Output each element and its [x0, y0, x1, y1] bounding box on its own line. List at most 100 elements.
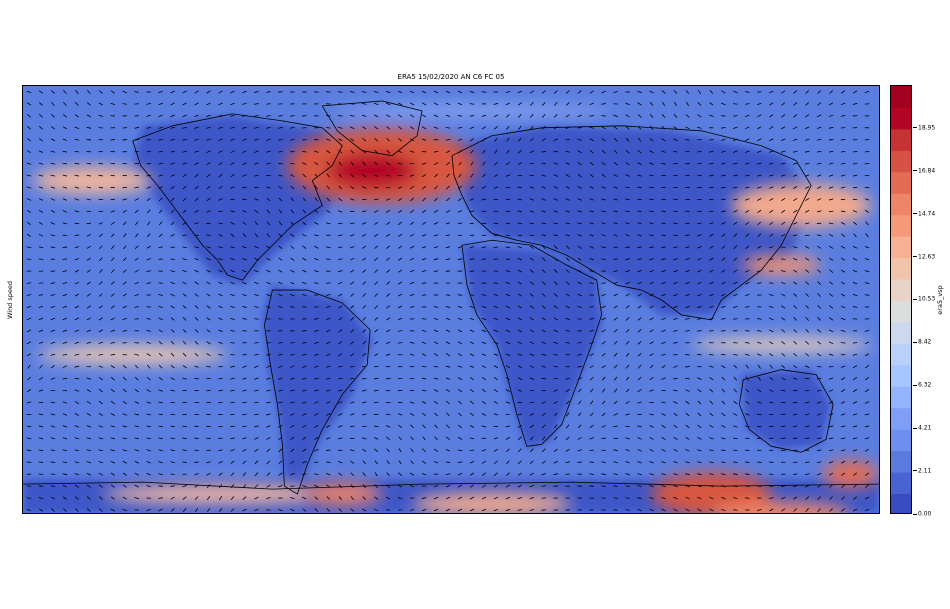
wind-arrow: [709, 281, 714, 285]
wind-arrow: [793, 317, 798, 321]
wind-arrow: [625, 114, 630, 118]
wind-arrow: [74, 365, 80, 368]
wind-arrow: [398, 126, 403, 130]
wind-arrow: [733, 388, 738, 393]
wind-arrow: [769, 114, 774, 118]
wind-arrow: [122, 449, 127, 452]
wind-arrow: [182, 174, 187, 178]
wind-arrow: [864, 484, 870, 488]
wind-arrow: [637, 246, 642, 248]
wind-arrow: [481, 114, 487, 117]
wind-arrow: [745, 257, 750, 261]
wind-arrow: [218, 449, 223, 452]
wind-arrow: [481, 425, 487, 428]
wind-arrow: [840, 186, 846, 189]
wind-arrow: [661, 341, 666, 344]
wind-arrow: [290, 448, 295, 453]
wind-arrow: [817, 317, 822, 321]
colorbar-tick-mark: [913, 427, 917, 429]
wind-arrow: [445, 102, 451, 106]
wind-arrow: [170, 162, 175, 165]
wind-arrow: [757, 221, 762, 226]
wind-arrow: [98, 484, 103, 488]
wind-arrow: [780, 413, 786, 416]
wind-arrow: [852, 150, 858, 153]
wind-arrow: [314, 258, 319, 261]
wind-arrow: [362, 341, 367, 345]
wind-arrow: [649, 425, 654, 428]
wind-arrow: [673, 508, 678, 512]
wind-arrow: [445, 317, 451, 321]
south-atlantic-storm: [302, 482, 383, 507]
wind-arrow: [697, 89, 702, 94]
wind-arrow: [122, 472, 127, 476]
wind-arrow: [637, 485, 642, 488]
wind-arrow: [194, 90, 199, 94]
wind-arrow: [505, 509, 511, 511]
wind-arrow: [50, 461, 56, 463]
wind-arrow: [577, 365, 582, 368]
wind-arrow: [530, 448, 534, 453]
wind-arrow: [505, 114, 510, 118]
wind-arrow: [409, 102, 415, 106]
wind-arrow: [637, 258, 642, 261]
wind-arrow: [553, 317, 558, 321]
wind-arrow: [517, 497, 523, 500]
wind-arrow: [422, 424, 426, 429]
wind-arrow: [206, 173, 211, 178]
wind-arrow: [637, 113, 642, 118]
colorbar-tick-label: 14.74: [918, 210, 936, 218]
wind-arrow: [613, 340, 618, 345]
wind-arrow: [817, 245, 822, 249]
wind-arrow: [445, 294, 451, 296]
wind-arrow: [709, 257, 714, 261]
wind-arrow: [361, 377, 367, 380]
wind-arrow: [661, 329, 666, 333]
wind-arrow: [457, 127, 463, 129]
wind-arrow: [793, 90, 798, 94]
wind-arrow: [314, 424, 319, 428]
wind-arrow: [530, 436, 534, 441]
wind-arrow: [254, 233, 259, 238]
wind-arrow: [218, 353, 223, 356]
wind-arrow: [314, 413, 319, 416]
wind-arrow: [134, 472, 139, 476]
colorbar-band: [891, 86, 911, 108]
wind-arrow: [625, 485, 630, 487]
wind-arrow: [314, 389, 319, 392]
wind-arrow: [709, 293, 714, 297]
wind-arrow: [409, 174, 415, 177]
wind-arrow: [637, 222, 642, 225]
wind-arrow: [122, 305, 127, 309]
wind-arrow: [26, 497, 32, 499]
wind-arrow: [721, 412, 726, 417]
wind-arrow: [613, 270, 618, 273]
wind-arrow: [625, 102, 630, 106]
wind-arrow: [134, 497, 140, 500]
wind-arrow: [110, 245, 115, 250]
wind-arrow: [110, 329, 116, 333]
wind-arrow: [314, 473, 319, 475]
wind-arrow: [829, 305, 834, 309]
wind-arrow: [134, 269, 139, 273]
wind-arrow: [158, 341, 163, 345]
wind-arrow: [697, 162, 702, 165]
wind-arrow: [362, 305, 366, 309]
wind-arrow: [302, 221, 307, 226]
wind-arrow: [565, 186, 570, 189]
wind-arrow: [326, 353, 331, 357]
wind-arrow: [38, 389, 44, 392]
wind-arrow: [242, 318, 247, 320]
wind-arrow: [110, 484, 115, 488]
wind-arrow: [338, 413, 343, 416]
wind-arrow: [577, 173, 582, 178]
wind-arrow: [661, 113, 666, 118]
wind-arrow: [745, 425, 750, 428]
wind-arrow: [625, 149, 630, 154]
wind-arrow: [649, 413, 654, 416]
wind-arrow: [469, 246, 475, 249]
colorbar-tick-mark: [913, 298, 917, 300]
wind-arrow: [745, 114, 750, 118]
wind-arrow: [781, 90, 786, 94]
wind-arrow: [110, 317, 115, 321]
